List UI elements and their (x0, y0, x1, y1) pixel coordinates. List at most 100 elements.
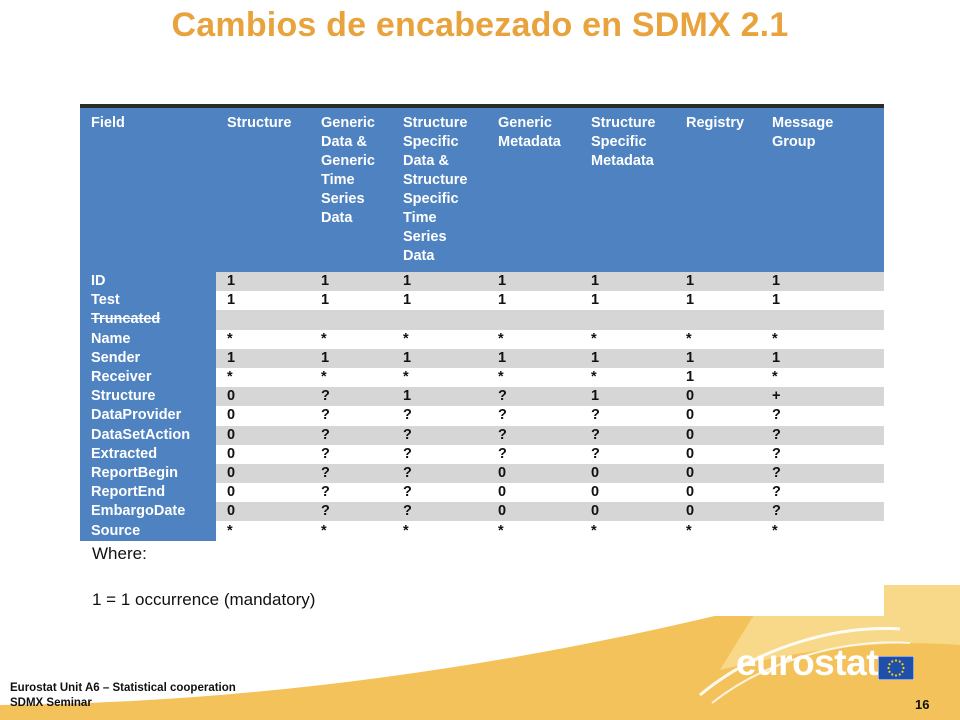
value-cell: 1 (761, 348, 884, 368)
value-cell (487, 310, 580, 330)
value-cell: * (675, 521, 761, 541)
table-row: Source * * * * * * * (80, 521, 884, 541)
value-cell (761, 310, 884, 330)
value-cell: 1 (310, 272, 392, 292)
value-cell: ? (580, 444, 675, 464)
logo-wordmark: eurostat (736, 642, 878, 683)
value-cell: ? (310, 387, 392, 407)
eu-star (894, 674, 898, 677)
value-cell: * (310, 367, 392, 388)
value-cell: 1 (487, 291, 580, 311)
value-cell: 1 (487, 272, 580, 292)
eu-star (902, 666, 905, 670)
value-cell: * (216, 521, 310, 541)
field-name-cell: ReportBegin (80, 463, 216, 484)
table-row: DataSetAction 0???? 0? (80, 425, 884, 445)
table-row: ID 1 1 1 1 1 1 1 (80, 272, 884, 292)
field-name-cell: ID (80, 272, 216, 292)
value-cell: 0 (216, 406, 310, 426)
value-cell: ? (761, 463, 884, 484)
table-row: Receiver * * * * * 1 * (80, 367, 884, 388)
column-header-line: Data (321, 210, 353, 226)
eu-star (898, 660, 901, 663)
table-row: DataProvider 0???? 0? (80, 406, 884, 426)
value-cell: ? (580, 425, 675, 445)
value-cell: ? (392, 425, 487, 445)
value-cell: ? (487, 425, 580, 445)
column-header-line: Time (403, 210, 437, 226)
table-row: Test 1 1 1 1 1 1 1 (80, 291, 884, 311)
column-header-4: Generic Metadata (487, 104, 580, 266)
header-fields-table: Field Structure Generic Data & Generic Time Se… (80, 104, 884, 541)
value-cell: ? (487, 444, 580, 464)
field-name-cell: Receiver (80, 367, 216, 388)
value-cell: 1 (392, 291, 487, 311)
value-cell: + (761, 387, 884, 407)
value-cell: ? (392, 483, 487, 503)
value-cell: 1 (216, 272, 310, 292)
value-cell: * (761, 367, 884, 388)
column-header-0: Field (80, 104, 216, 266)
table-header-row: Field Structure Generic Data & Generic Time Se… (80, 104, 884, 266)
value-cell: * (487, 329, 580, 349)
value-cell: 0 (216, 387, 310, 407)
eu-star (901, 670, 904, 673)
value-cell: 1 (580, 291, 675, 311)
column-header-line: Series (403, 229, 447, 245)
value-cell: 0 (216, 463, 310, 484)
column-header-line: Registry (686, 115, 745, 131)
column-header-7: Message Group (761, 104, 884, 266)
value-cell: * (580, 329, 675, 349)
value-cell: ? (310, 463, 392, 484)
column-header-1: Structure (216, 104, 310, 266)
value-cell: 0 (580, 483, 675, 503)
footer-organization: Eurostat Unit A6 – Statistical cooperati… (10, 681, 236, 711)
table-row: Structure 0? 1? 1 0 + (80, 387, 884, 407)
value-cell: * (392, 367, 487, 388)
column-header-line: Series (321, 191, 365, 207)
field-name-cell: Structure (80, 387, 216, 407)
column-header-line: Data (403, 248, 435, 264)
value-cell: 0 (487, 463, 580, 484)
value-cell: 1 (675, 367, 761, 388)
value-cell: 0 (216, 502, 310, 522)
page-number: 16 (915, 697, 930, 712)
header-fields-table-panel: Field Structure Generic Data & Generic Time Se… (80, 104, 884, 616)
value-cell: 1 (675, 348, 761, 368)
field-name-cell: Sender (80, 348, 216, 368)
column-header-line: Message (772, 115, 834, 131)
field-name-cell: Test (80, 291, 216, 311)
column-header-line: Structure (591, 115, 656, 131)
value-cell: ? (310, 483, 392, 503)
value-cell: * (487, 367, 580, 388)
column-header-line: Specific (591, 134, 647, 150)
value-cell: ? (487, 387, 580, 407)
value-cell (216, 310, 310, 330)
value-cell: ? (310, 425, 392, 445)
table-row: ReportEnd 0?? 0 0 0? (80, 483, 884, 503)
table-body: ID 1 1 1 1 1 1 1 Test 1 1 1 1 1 1 1 Truncated Name * * * * * * *… (80, 272, 884, 541)
value-cell: * (216, 367, 310, 388)
eu-star (891, 660, 894, 663)
column-header-line: Structure (403, 115, 468, 131)
eu-flag-icon (878, 656, 914, 680)
value-cell: * (675, 329, 761, 349)
value-cell: 1 (761, 291, 884, 311)
value-cell: 1 (392, 387, 487, 407)
table-row: Truncated (80, 310, 884, 330)
field-name-cell: DataSetAction (80, 425, 216, 445)
value-cell (392, 310, 487, 330)
value-cell: ? (392, 406, 487, 426)
eu-star (898, 673, 901, 676)
value-cell: * (580, 367, 675, 388)
value-cell: ? (487, 406, 580, 426)
column-header-line: Metadata (498, 134, 561, 150)
where-label: Where: (92, 544, 147, 563)
value-cell: 0 (487, 502, 580, 522)
value-cell: 1 (580, 387, 675, 407)
value-cell: ? (761, 444, 884, 464)
column-header-line: Structure (403, 172, 468, 188)
value-cell (580, 310, 675, 330)
column-header-line: Field (91, 115, 125, 131)
eu-star (887, 666, 890, 670)
